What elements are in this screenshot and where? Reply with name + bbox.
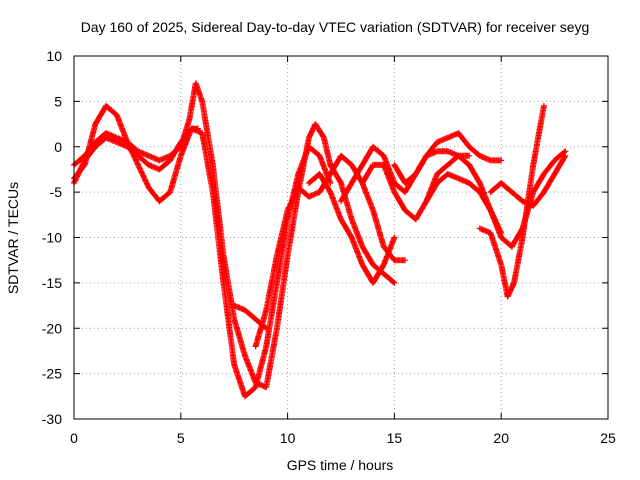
- grid-lines: [74, 56, 608, 419]
- y-axis-label: SDTVAR / TECUs: [5, 182, 21, 294]
- series-markers: [252, 152, 409, 350]
- y-tick-label: -25: [42, 366, 62, 382]
- y-tick-label: -10: [42, 230, 62, 246]
- series-arc-14: [487, 152, 569, 209]
- series-arc-5: [252, 152, 409, 350]
- y-tick-label: -30: [42, 411, 62, 427]
- y-tick-label: -20: [42, 320, 62, 336]
- series-arc-6: [306, 171, 398, 286]
- x-axis-label: GPS time / hours: [287, 457, 394, 473]
- series-markers: [327, 161, 398, 286]
- chart-title: Day 160 of 2025, Sidereal Day-to-day VTE…: [81, 19, 590, 35]
- y-tick-label: -5: [50, 184, 63, 200]
- x-tick-label: 25: [600, 430, 616, 446]
- series-markers: [487, 152, 569, 209]
- axis-ticks: 0 5 10 15 20 25 10 5 0 -5 -10 -15 -20 -25 -30: [42, 48, 616, 446]
- series-markers: [391, 130, 505, 186]
- data-series: [71, 80, 569, 400]
- series-markers: [306, 171, 398, 286]
- y-tick-label: -15: [42, 275, 62, 291]
- series-arc-7: [327, 161, 398, 286]
- y-tick-label: 5: [54, 93, 62, 109]
- x-tick-label: 10: [280, 430, 296, 446]
- y-tick-label: 10: [46, 48, 62, 64]
- series-arc-10: [391, 130, 505, 186]
- y-tick-label: 0: [54, 139, 62, 155]
- x-tick-label: 20: [493, 430, 509, 446]
- x-tick-label: 5: [177, 430, 185, 446]
- x-tick-label: 15: [387, 430, 403, 446]
- x-tick-label: 0: [70, 430, 78, 446]
